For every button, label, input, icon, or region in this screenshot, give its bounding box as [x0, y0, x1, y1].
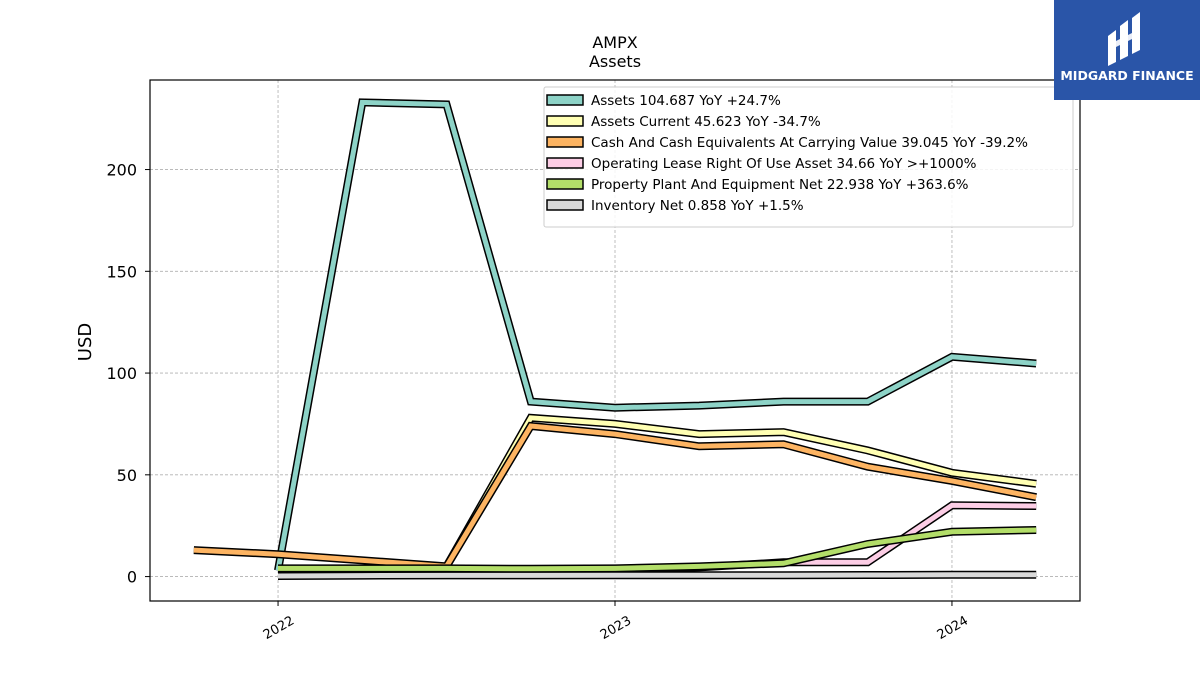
chart-title: AMPX: [592, 33, 637, 52]
y-tick-label: 50: [117, 466, 137, 485]
y-tick-label: 0: [127, 568, 137, 587]
legend-label: Cash And Cash Equivalents At Carrying Va…: [591, 135, 1028, 151]
series-layer: [193, 98, 1037, 580]
legend-swatch: [546, 157, 584, 169]
y-axis: 0 50 100 150 200: [106, 161, 150, 587]
legend-label: Assets 104.687 YoY +24.7%: [591, 93, 781, 109]
y-tick-label: 150: [106, 262, 137, 281]
legend-box: [543, 86, 1074, 228]
legend-swatch: [546, 94, 584, 106]
legend-swatch: [546, 136, 584, 148]
x-axis: 2022 2023 2024: [261, 601, 971, 643]
series-line: [275, 99, 1037, 571]
y-tick-label: 200: [106, 161, 137, 180]
legend-label: Assets Current 45.623 YoY -34.7%: [591, 114, 821, 130]
series-line: [444, 415, 1037, 568]
series-line: [277, 572, 1037, 579]
legend-swatch: [546, 178, 584, 190]
legend: Assets 104.687 YoY +24.7% Assets Current …: [543, 86, 1074, 228]
series-line: [278, 527, 1037, 572]
legend-label: Operating Lease Right Of Use Asset 34.66…: [591, 156, 977, 172]
brand-mark-icon: [1108, 12, 1140, 66]
x-tick-label: 2022: [261, 613, 297, 643]
legend-swatch: [546, 199, 584, 211]
x-tick-label: 2024: [935, 613, 971, 643]
chart-subtitle: Assets: [589, 52, 641, 71]
legend-label: Inventory Net 0.858 YoY +1.5%: [591, 198, 804, 214]
legend-label: Property Plant And Equipment Net 22.938 …: [591, 177, 969, 193]
y-axis-label: USD: [75, 323, 96, 361]
brand-name: MIDGARD FINANCE: [1060, 68, 1194, 83]
x-tick-label: 2023: [598, 613, 634, 643]
series-line: [193, 423, 1037, 570]
brand-logo: MIDGARD FINANCE: [1054, 0, 1200, 100]
legend-swatch: [546, 115, 584, 127]
series-outline: [443, 413, 1037, 569]
y-tick-label: 100: [106, 364, 137, 383]
